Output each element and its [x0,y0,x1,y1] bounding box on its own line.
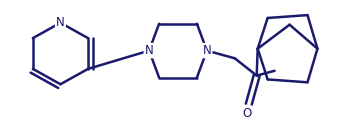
Text: N: N [145,44,153,57]
Text: O: O [242,107,251,120]
Text: N: N [203,44,211,57]
Text: N: N [56,16,65,29]
